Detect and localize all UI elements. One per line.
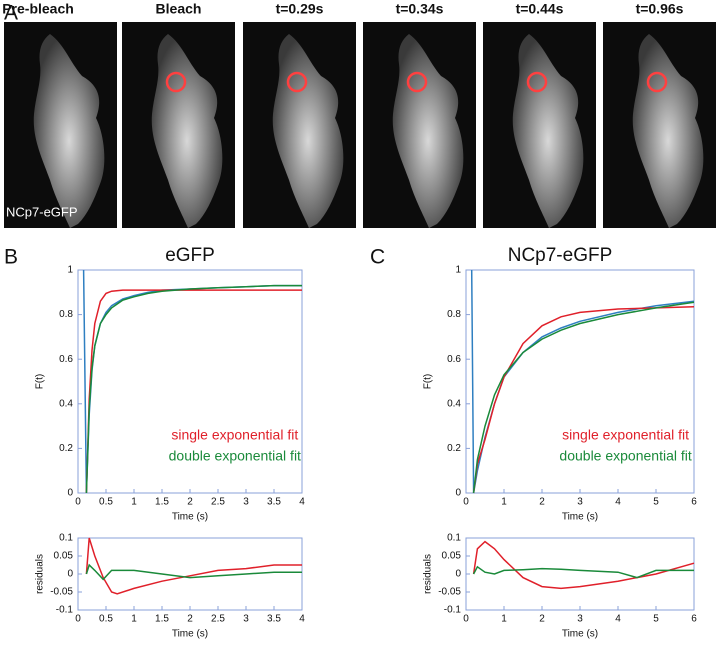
data-line bbox=[472, 301, 695, 494]
y-tick-label: 0.2 bbox=[59, 443, 73, 454]
frame-label: Bleach bbox=[156, 1, 202, 17]
x-tick-label: 0 bbox=[75, 497, 81, 508]
legend-entry: single exponential fit bbox=[171, 427, 298, 443]
y-tick-label: -0.05 bbox=[438, 587, 461, 598]
x-tick-label: 3.5 bbox=[267, 497, 281, 508]
data-line bbox=[472, 540, 695, 590]
chart-title: NCp7-eGFP bbox=[508, 245, 613, 266]
y-tick-label: 0.2 bbox=[447, 443, 461, 454]
frame-label: t=0.29s bbox=[276, 1, 324, 17]
y-tick-label: 1 bbox=[67, 265, 73, 276]
x-tick-label: 1.5 bbox=[155, 614, 169, 625]
frame-label: Pre-bleach bbox=[2, 1, 74, 17]
y-tick-label: 0 bbox=[67, 569, 73, 580]
x-tick-label: 4 bbox=[299, 497, 305, 508]
plot-frame bbox=[77, 537, 303, 611]
x-tick-label: 2 bbox=[539, 497, 545, 508]
x-tick-label: 0 bbox=[75, 614, 81, 625]
legend-entry: double exponential fit bbox=[559, 448, 691, 464]
x-tick-label: 1 bbox=[501, 497, 507, 508]
x-tick-label: 5 bbox=[653, 614, 659, 625]
x-tick-label: 3 bbox=[243, 497, 249, 508]
x-tick-label: 0 bbox=[463, 614, 469, 625]
x-tick-label: 3.5 bbox=[267, 614, 281, 625]
plot-frame bbox=[465, 537, 695, 611]
data-line bbox=[85, 289, 302, 494]
bleach-roi bbox=[646, 71, 668, 93]
y-tick-label: 0.05 bbox=[442, 551, 462, 562]
x-tick-label: 6 bbox=[691, 614, 697, 625]
x-tick-label: 1.5 bbox=[155, 497, 169, 508]
panel-label: A bbox=[4, 2, 18, 25]
x-tick-label: 2 bbox=[187, 497, 193, 508]
x-axis-label: Time (s) bbox=[562, 512, 598, 523]
x-tick-label: 4 bbox=[615, 614, 621, 625]
y-tick-label: -0.05 bbox=[50, 587, 73, 598]
y-tick-label: 0.6 bbox=[447, 354, 461, 365]
chart-title: eGFP bbox=[165, 245, 215, 266]
x-tick-label: 2.5 bbox=[211, 497, 225, 508]
x-tick-label: 2 bbox=[539, 614, 545, 625]
image-overlay-label: NCp7-eGFP bbox=[6, 204, 78, 219]
data-line bbox=[472, 306, 695, 494]
y-axis-label: F(t) bbox=[423, 374, 434, 390]
x-tick-label: 1 bbox=[501, 614, 507, 625]
y-tick-label: 0 bbox=[455, 569, 461, 580]
x-tick-label: 3 bbox=[577, 614, 583, 625]
bleach-roi bbox=[286, 71, 308, 93]
x-axis-label: Time (s) bbox=[562, 629, 598, 640]
y-tick-label: 0 bbox=[67, 488, 73, 499]
y-tick-label: -0.1 bbox=[444, 605, 462, 616]
bleach-roi bbox=[406, 71, 428, 93]
data-line bbox=[472, 565, 694, 579]
y-tick-label: 1 bbox=[455, 265, 461, 276]
frame-label: t=0.34s bbox=[396, 1, 444, 17]
panel-label: B bbox=[4, 246, 18, 269]
y-axis-label: residuals bbox=[423, 554, 434, 594]
x-tick-label: 1 bbox=[131, 614, 137, 625]
frame-label: t=0.96s bbox=[636, 1, 684, 17]
x-axis-label: Time (s) bbox=[172, 629, 208, 640]
x-tick-label: 2 bbox=[187, 614, 193, 625]
y-tick-label: 0.4 bbox=[59, 398, 73, 409]
x-tick-label: 0.5 bbox=[99, 614, 113, 625]
y-tick-label: 0.4 bbox=[447, 398, 461, 409]
y-tick-label: 0.05 bbox=[54, 551, 74, 562]
x-tick-label: 0 bbox=[463, 497, 469, 508]
panel-label: C bbox=[370, 246, 385, 269]
bleach-roi bbox=[526, 71, 548, 93]
x-tick-label: 6 bbox=[691, 497, 697, 508]
x-tick-label: 3 bbox=[577, 497, 583, 508]
data-line bbox=[85, 563, 302, 581]
x-tick-label: 2.5 bbox=[211, 614, 225, 625]
x-tick-label: 1 bbox=[131, 497, 137, 508]
x-tick-label: 0.5 bbox=[99, 497, 113, 508]
legend-entry: double exponential fit bbox=[169, 448, 301, 464]
y-tick-label: -0.1 bbox=[56, 605, 74, 616]
y-axis-label: F(t) bbox=[35, 374, 46, 390]
frame-label: t=0.44s bbox=[516, 1, 564, 17]
x-axis-label: Time (s) bbox=[172, 512, 208, 523]
y-tick-label: 0.8 bbox=[447, 309, 461, 320]
x-tick-label: 4 bbox=[615, 497, 621, 508]
y-tick-label: 0.6 bbox=[59, 354, 73, 365]
data-line bbox=[85, 284, 302, 494]
data-line bbox=[85, 537, 302, 595]
y-axis-label: residuals bbox=[35, 554, 46, 594]
y-tick-label: 0.1 bbox=[59, 533, 73, 544]
y-tick-label: 0.1 bbox=[447, 533, 461, 544]
bleach-roi bbox=[165, 71, 187, 93]
x-tick-label: 5 bbox=[653, 497, 659, 508]
y-tick-label: 0 bbox=[455, 488, 461, 499]
legend-entry: single exponential fit bbox=[562, 427, 689, 443]
x-tick-label: 4 bbox=[299, 614, 305, 625]
x-tick-label: 3 bbox=[243, 614, 249, 625]
y-tick-label: 0.8 bbox=[59, 309, 73, 320]
